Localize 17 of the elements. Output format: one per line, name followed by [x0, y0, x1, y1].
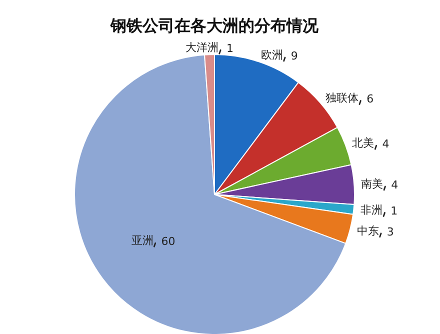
data-label: 3 — [386, 225, 394, 238]
slice-label: 中东 — [356, 224, 379, 238]
data-label: 60 — [161, 235, 176, 248]
data-label: 9 — [290, 50, 298, 63]
data-label: 4 — [391, 178, 398, 192]
data-label: 1 — [390, 204, 398, 218]
data-label: 1 — [226, 42, 234, 56]
slice-label: 大洋洲 — [185, 41, 218, 54]
slice-label: 欧洲 — [260, 48, 283, 62]
slice-label: 独联体 — [326, 92, 359, 105]
slice-label: 非洲 — [360, 204, 383, 217]
data-label: 4 — [382, 138, 390, 151]
slice-label: 亚洲 — [131, 234, 154, 248]
slice-label: 南美 — [361, 178, 384, 191]
chart-title: 钢铁公司在各大洲的分布情况 — [110, 16, 320, 35]
data-label: 6 — [366, 92, 374, 106]
slice-label: 北美 — [352, 136, 374, 150]
